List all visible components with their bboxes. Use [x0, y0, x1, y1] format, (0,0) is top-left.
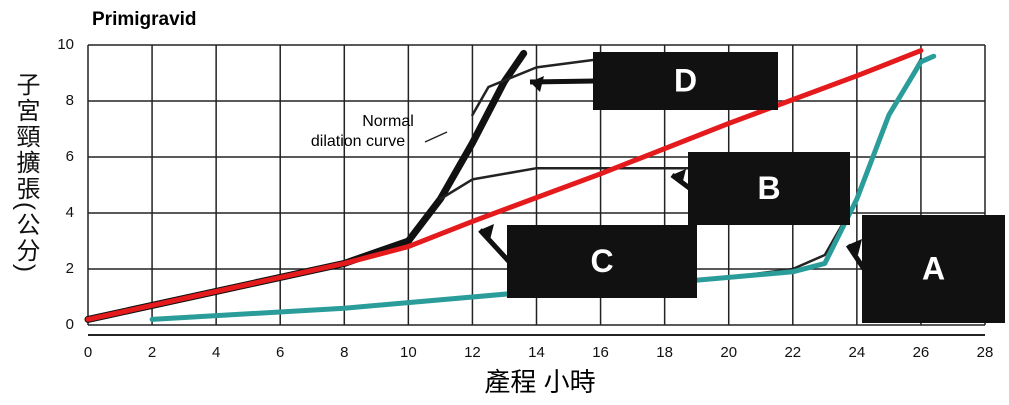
series-line — [84, 49, 528, 323]
arrow-head — [848, 239, 862, 255]
series-line — [85, 48, 924, 322]
arrow-head — [480, 224, 494, 240]
x-tick-label: 12 — [464, 344, 481, 361]
chart-title: Primigravid — [92, 9, 197, 30]
x-tick-label: 4 — [212, 344, 220, 361]
box-label: B — [757, 170, 780, 206]
arrow-head — [530, 76, 544, 92]
annotation: dilation curve — [311, 133, 405, 150]
y-tick-label: 8 — [66, 92, 74, 109]
annotation: Normal — [362, 113, 414, 130]
x-tick-label: 20 — [720, 344, 737, 361]
label-box — [862, 215, 1005, 323]
y-tick-label: 0 — [66, 316, 74, 333]
annotation-leader — [424, 131, 448, 143]
y-tick-label: 2 — [66, 260, 74, 277]
y-tick-label: 6 — [66, 148, 74, 165]
box-label: C — [590, 243, 613, 279]
x-tick-label: 22 — [784, 344, 801, 361]
x-tick-label: 16 — [592, 344, 609, 361]
arrow — [845, 243, 867, 271]
x-axis-label: 產程 小時 — [484, 367, 595, 397]
series-line — [439, 166, 698, 201]
series-line — [149, 53, 937, 322]
y-tick-label: 10 — [57, 36, 74, 53]
x-tick-label: 28 — [977, 344, 994, 361]
x-tick-label: 18 — [656, 344, 673, 361]
y-tick-label: 4 — [66, 204, 74, 221]
x-tick-label: 24 — [849, 344, 866, 361]
x-tick-label: 2 — [148, 344, 156, 361]
x-tick-label: 6 — [276, 344, 284, 361]
box-label: A — [922, 250, 945, 286]
x-tick-label: 8 — [340, 344, 348, 361]
label-box — [593, 52, 778, 110]
x-tick-label: 10 — [400, 344, 417, 361]
label-box — [507, 225, 697, 298]
arrow — [478, 228, 511, 264]
box-label: D — [674, 62, 697, 98]
x-tick-label: 14 — [528, 344, 545, 361]
y-axis-label: 子宮頸擴張(公分) — [12, 72, 39, 274]
x-tick-label: 26 — [913, 344, 930, 361]
label-box — [688, 152, 850, 225]
arrow-head — [672, 169, 686, 185]
x-tick-label: 0 — [84, 344, 92, 361]
